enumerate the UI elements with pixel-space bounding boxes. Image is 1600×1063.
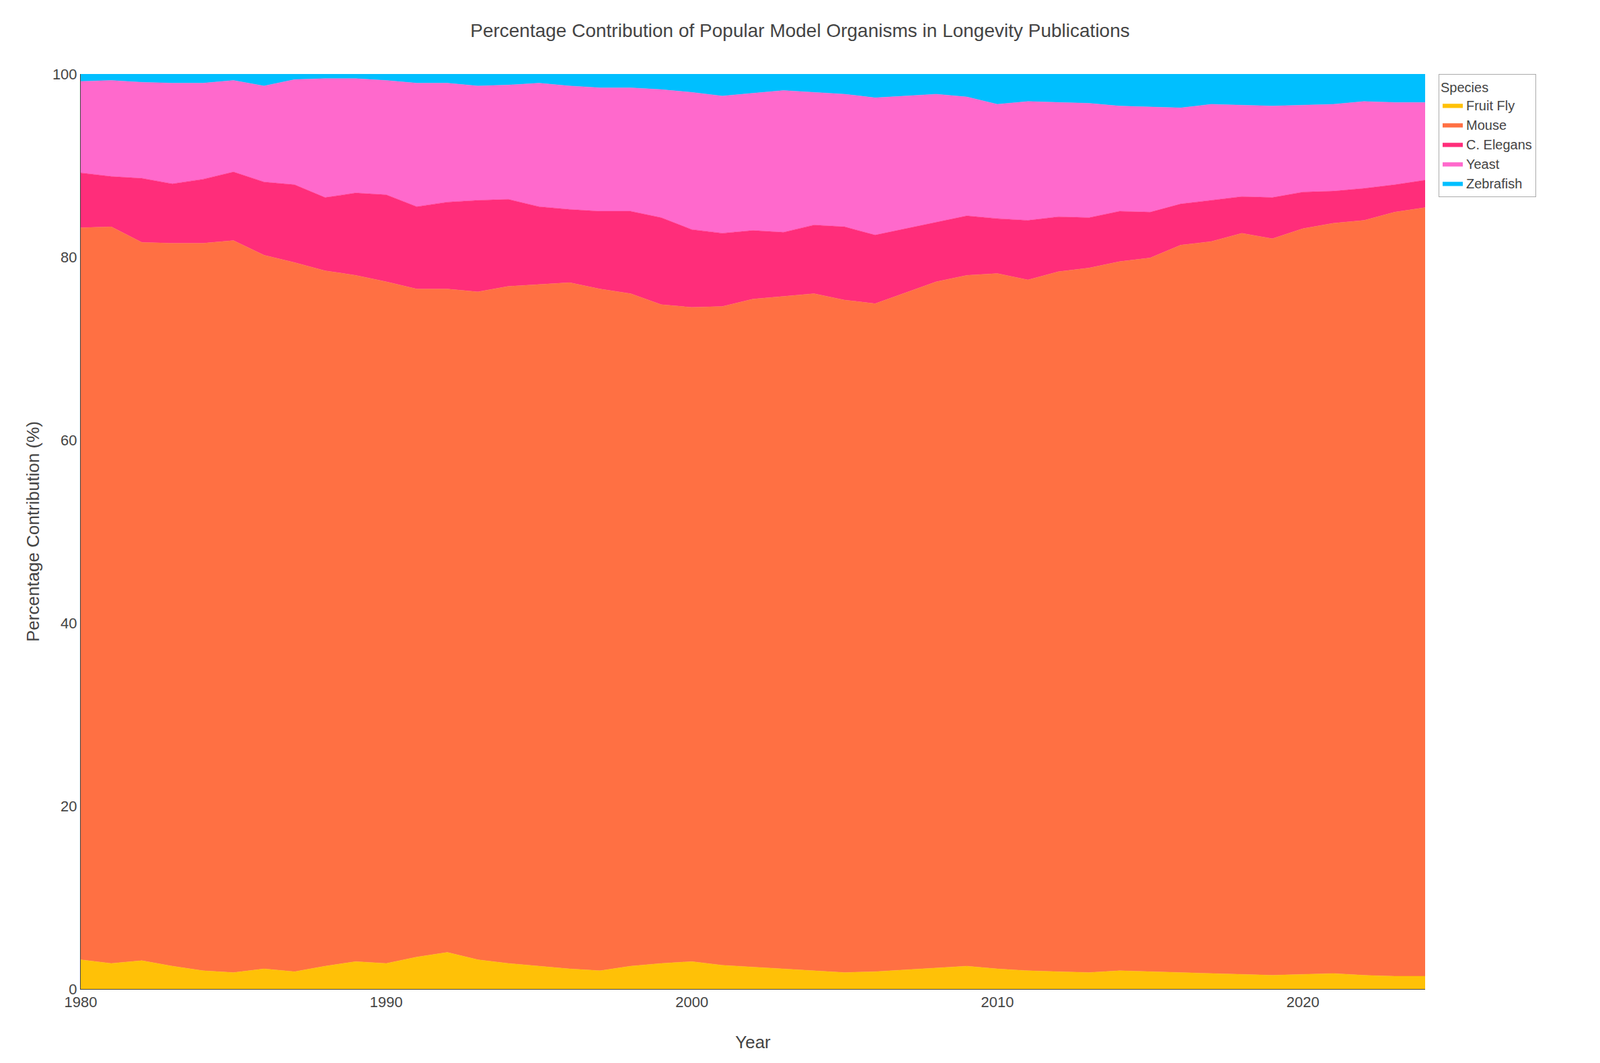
svg-text:2020: 2020 [1286, 993, 1320, 1011]
svg-text:Zebrafish: Zebrafish [1466, 176, 1522, 192]
svg-text:1980: 1980 [64, 993, 98, 1011]
svg-text:Fruit Fly: Fruit Fly [1466, 98, 1515, 113]
svg-text:2000: 2000 [675, 993, 709, 1011]
svg-text:Species: Species [1440, 80, 1489, 95]
svg-text:Percentage Contribution of Pop: Percentage Contribution of Popular Model… [470, 20, 1130, 42]
svg-text:60: 60 [60, 431, 77, 449]
svg-text:Percentage Contribution (%): Percentage Contribution (%) [22, 421, 44, 642]
svg-text:2010: 2010 [980, 993, 1014, 1011]
svg-text:80: 80 [60, 248, 77, 266]
svg-text:1990: 1990 [369, 993, 403, 1011]
svg-text:0: 0 [68, 980, 77, 998]
svg-text:Yeast: Yeast [1466, 156, 1500, 172]
svg-text:Mouse: Mouse [1466, 117, 1507, 133]
svg-text:100: 100 [52, 65, 78, 83]
svg-text:C. Elegans: C. Elegans [1466, 137, 1533, 152]
svg-text:Year: Year [735, 1031, 771, 1052]
svg-text:20: 20 [60, 797, 77, 815]
svg-text:40: 40 [60, 614, 77, 632]
